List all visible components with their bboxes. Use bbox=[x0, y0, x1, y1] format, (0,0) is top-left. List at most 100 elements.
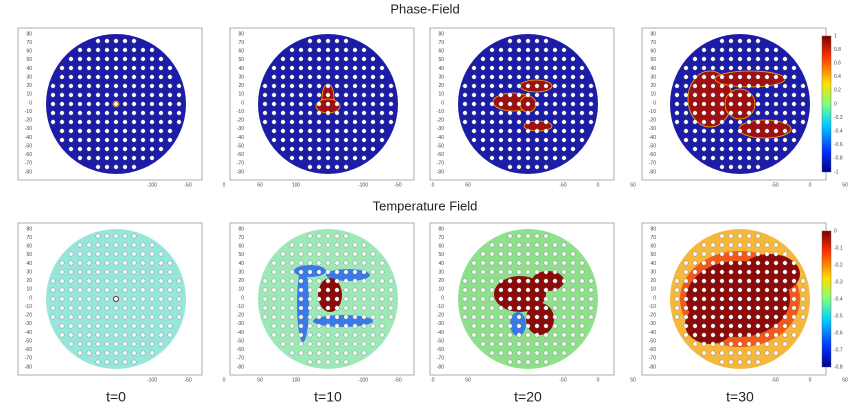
particle bbox=[343, 83, 349, 89]
particle bbox=[50, 305, 56, 311]
particle bbox=[764, 314, 770, 320]
particle bbox=[710, 242, 716, 248]
particle bbox=[728, 92, 734, 98]
particle bbox=[674, 305, 680, 311]
particle bbox=[534, 74, 540, 80]
panel: 80706050403020100-10-20-30-40-50-60-70-8… bbox=[429, 222, 636, 383]
particle bbox=[543, 323, 549, 329]
particle bbox=[325, 359, 331, 365]
particle bbox=[534, 38, 540, 44]
particle bbox=[298, 314, 304, 320]
particle bbox=[561, 65, 567, 71]
particle bbox=[579, 83, 585, 89]
particle bbox=[782, 83, 788, 89]
particle bbox=[480, 137, 486, 143]
particle bbox=[683, 65, 689, 71]
particle bbox=[325, 341, 331, 347]
particle bbox=[570, 92, 576, 98]
particle bbox=[122, 83, 128, 89]
particle bbox=[343, 119, 349, 125]
particle bbox=[343, 146, 349, 152]
particle bbox=[176, 287, 182, 293]
particle bbox=[131, 74, 137, 80]
particle bbox=[298, 47, 304, 53]
particle bbox=[307, 359, 313, 365]
x-tick-label: 50 bbox=[842, 377, 848, 383]
particle bbox=[298, 56, 304, 62]
particle bbox=[113, 332, 119, 338]
particle bbox=[113, 56, 119, 62]
particle bbox=[167, 296, 173, 302]
particle bbox=[800, 110, 806, 116]
particle bbox=[50, 314, 56, 320]
particle bbox=[525, 164, 531, 170]
particle bbox=[561, 305, 567, 311]
particle bbox=[498, 296, 504, 302]
particle bbox=[755, 128, 761, 134]
y-tick-label: -10 bbox=[649, 109, 656, 115]
y-tick-label: 10 bbox=[238, 287, 244, 293]
x-tick-label: 0 bbox=[809, 182, 812, 188]
particle bbox=[104, 56, 110, 62]
particle bbox=[77, 341, 83, 347]
particle bbox=[131, 56, 137, 62]
particle bbox=[325, 47, 331, 53]
particle bbox=[507, 119, 513, 125]
particle bbox=[773, 92, 779, 98]
x-tick-label: 0 bbox=[597, 377, 600, 383]
particle bbox=[579, 269, 585, 275]
particle bbox=[307, 65, 313, 71]
y-tick-label: -40 bbox=[649, 135, 656, 141]
particle bbox=[95, 74, 101, 80]
particle bbox=[388, 278, 394, 284]
particle bbox=[131, 83, 137, 89]
particle bbox=[316, 155, 322, 161]
particle bbox=[271, 323, 277, 329]
y-tick-label: 70 bbox=[26, 235, 32, 241]
y-tick-label: -50 bbox=[437, 143, 444, 149]
particle bbox=[122, 92, 128, 98]
particle bbox=[543, 137, 549, 143]
particle bbox=[719, 323, 725, 329]
panel: 80706050403020100-10-20-30-40-50-60-70-8… bbox=[429, 27, 636, 188]
particle bbox=[737, 83, 743, 89]
particle bbox=[791, 128, 797, 134]
particle bbox=[764, 350, 770, 356]
particle bbox=[525, 332, 531, 338]
particle bbox=[692, 83, 698, 89]
particle bbox=[498, 155, 504, 161]
particle bbox=[737, 164, 743, 170]
x-tick-label: 0 bbox=[223, 377, 226, 383]
colorbar-tick-label: -1 bbox=[834, 169, 839, 175]
particle bbox=[674, 101, 680, 107]
particle bbox=[516, 74, 522, 80]
y-tick-label: 60 bbox=[238, 49, 244, 55]
particle bbox=[158, 110, 164, 116]
y-tick-label: 60 bbox=[650, 244, 656, 250]
particle bbox=[149, 119, 155, 125]
particle bbox=[77, 83, 83, 89]
particle bbox=[471, 269, 477, 275]
y-tick-label: -70 bbox=[437, 161, 444, 167]
particle bbox=[516, 359, 522, 365]
particle bbox=[755, 260, 761, 266]
particle bbox=[782, 332, 788, 338]
particle bbox=[334, 278, 340, 284]
particle bbox=[149, 242, 155, 248]
particle bbox=[773, 341, 779, 347]
particle bbox=[59, 119, 65, 125]
particle bbox=[95, 332, 101, 338]
particle bbox=[343, 242, 349, 248]
particle bbox=[86, 269, 92, 275]
particle bbox=[122, 47, 128, 53]
particle bbox=[728, 38, 734, 44]
particle bbox=[361, 65, 367, 71]
particle bbox=[507, 269, 513, 275]
particle bbox=[764, 146, 770, 152]
particle bbox=[343, 251, 349, 257]
particle bbox=[710, 119, 716, 125]
particle bbox=[307, 56, 313, 62]
particle bbox=[701, 314, 707, 320]
particle bbox=[710, 350, 716, 356]
particle bbox=[755, 323, 761, 329]
